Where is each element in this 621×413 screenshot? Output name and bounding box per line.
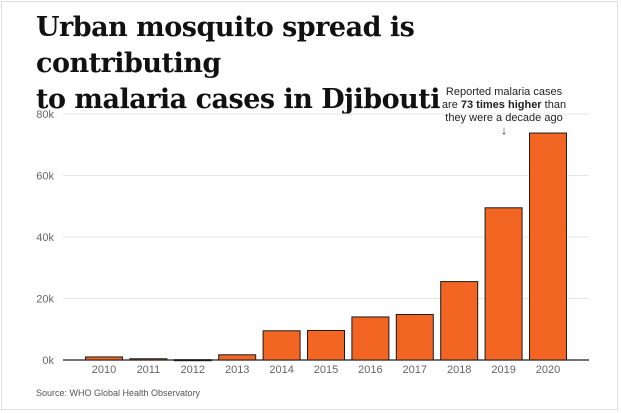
x-tick-label-2020: 2020 <box>536 364 560 376</box>
title-line-1: Urban mosquito spread is contributing <box>36 12 415 79</box>
bar-2010 <box>85 356 123 361</box>
chart-title: Urban mosquito spread is contributing to… <box>36 10 606 118</box>
annotation-line-1: Reported malaria cases <box>445 86 563 98</box>
down-arrow-icon: ↓ <box>501 125 507 137</box>
bar-2016 <box>351 316 390 361</box>
x-tick-label-2015: 2015 <box>314 364 338 376</box>
y-tick-label: 20k <box>36 294 54 306</box>
x-axis-labels: 2010 2011 2012 2013 2014 2015 2016 2017 2018 2019… <box>92 364 560 376</box>
bar-2019 <box>484 207 523 361</box>
x-tick-label-2017: 2017 <box>403 364 427 376</box>
title-line-2: to malaria cases in Djibouti <box>36 84 440 115</box>
x-tick-label-2013: 2013 <box>225 364 249 376</box>
bar-2013 <box>218 354 257 361</box>
x-tick-label-2019: 2019 <box>491 364 515 376</box>
source-note: Source: WHO Global Health Observatory <box>36 388 201 398</box>
x-tick-label-2016: 2016 <box>358 364 382 376</box>
bar-2012 <box>173 359 212 362</box>
bar-2018 <box>440 281 479 361</box>
bar-2011 <box>129 358 168 361</box>
bar-2017 <box>395 313 434 361</box>
x-tick-label-2011: 2011 <box>137 364 161 376</box>
y-tick-label: 40k <box>36 232 54 244</box>
y-tick-label: 60k <box>36 171 54 183</box>
y-axis-labels: 0k 20k 40k 60k 80k <box>36 109 54 367</box>
x-tick-label-2010: 2010 <box>92 364 116 376</box>
annotation-line-2: are 73 times higher than <box>441 99 567 111</box>
x-tick-label-2012: 2012 <box>181 364 205 376</box>
bars <box>85 132 567 362</box>
chart-annotation: Reported malaria cases are 73 times high… <box>426 86 582 138</box>
bar-2020 <box>529 132 567 361</box>
annotation-line-3: they were a decade ago <box>445 112 563 124</box>
y-tick-label: 80k <box>36 109 54 121</box>
x-tick-label-2018: 2018 <box>447 364 471 376</box>
y-tick-label: 0k <box>42 355 54 367</box>
bar-2014 <box>262 330 301 361</box>
bar-2015 <box>307 329 345 361</box>
x-tick-label-2014: 2014 <box>269 364 293 376</box>
